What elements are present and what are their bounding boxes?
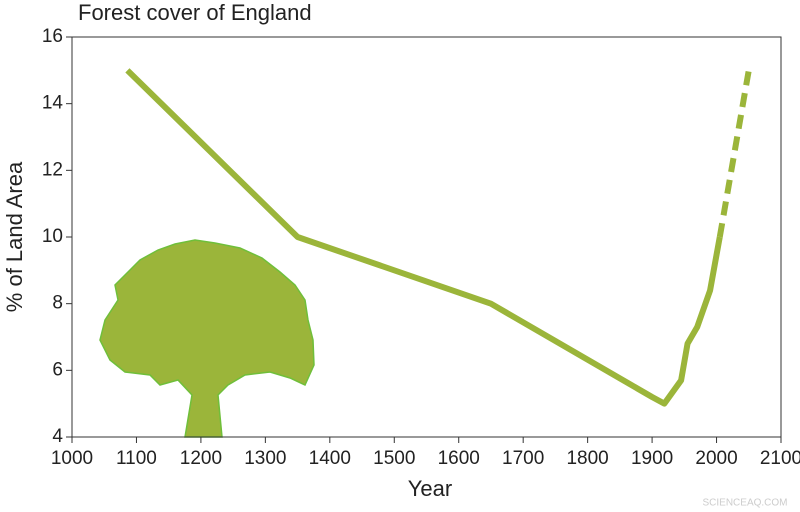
x-tick-label: 1200 [180, 448, 222, 469]
y-tick-label: 14 [42, 93, 64, 114]
y-tick-label: 12 [42, 159, 63, 180]
watermark: SCIENCEAQ.COM [702, 498, 787, 509]
x-tick-label: 1600 [438, 448, 480, 469]
x-tick-label: 1100 [116, 448, 157, 469]
x-tick-label: 2100 [760, 448, 800, 469]
y-tick-label: 10 [42, 226, 63, 247]
series-line [716, 69, 752, 238]
series-line [125, 68, 723, 407]
x-tick-label: 1000 [51, 448, 93, 469]
x-tick-label: 2000 [695, 448, 737, 469]
y-tick-label: 4 [52, 426, 63, 447]
y-tick-label: 16 [42, 26, 63, 47]
x-tick-label: 1800 [566, 448, 608, 469]
tree-icon [99, 239, 315, 438]
x-tick-label: 1900 [631, 448, 673, 469]
chart-title: Forest cover of England [78, 0, 312, 25]
x-axis-label: Year [408, 476, 452, 501]
x-tick-label: 1300 [244, 448, 286, 469]
x-tick-label: 1700 [502, 448, 544, 469]
y-tick-label: 6 [52, 359, 63, 380]
y-tick-label: 8 [52, 293, 63, 314]
y-axis-label: % of Land Area [2, 161, 27, 312]
x-tick-label: 1500 [373, 448, 415, 469]
x-tick-label: 1400 [309, 448, 351, 469]
